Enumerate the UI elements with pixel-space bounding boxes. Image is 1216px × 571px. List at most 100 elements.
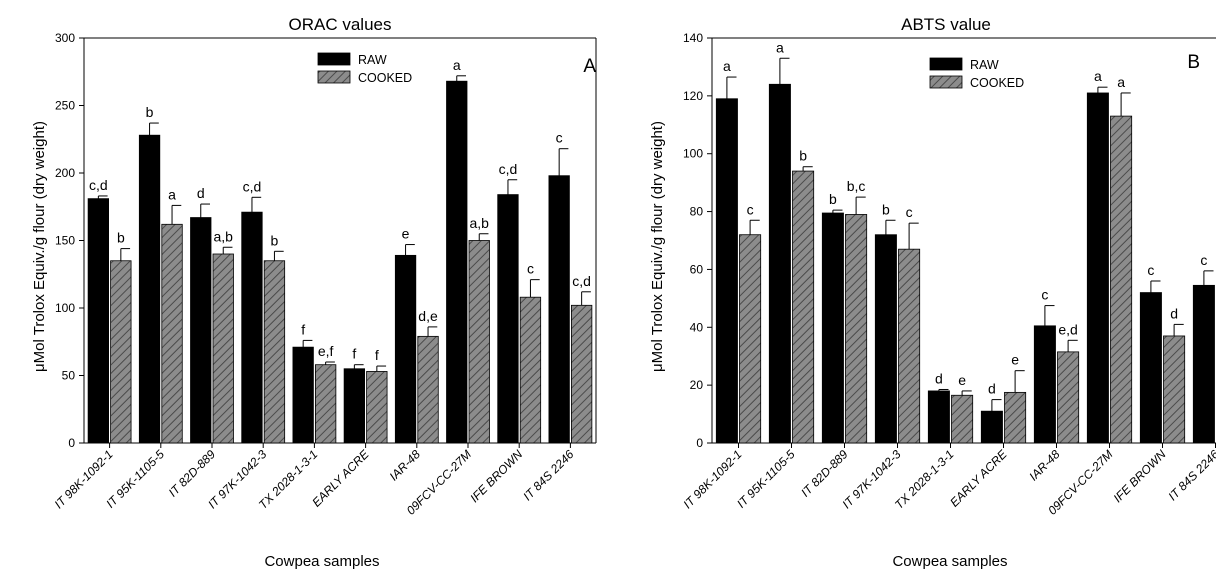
- legend-label-raw: RAW: [970, 58, 999, 72]
- significance-label: c,d: [89, 177, 108, 193]
- raw-bar: [1086, 92, 1109, 444]
- orac-panel: ORAC values 0 50 100 150 200 250 300 μMol Trolox…: [31, 15, 597, 570]
- x-tick-label: IT 84S 2246: [1165, 447, 1216, 503]
- significance-label: d: [1170, 305, 1178, 321]
- significance-label: d,e: [418, 308, 438, 324]
- significance-label: c: [1200, 252, 1207, 268]
- x-tick-label: IT 82D-889: [798, 447, 851, 500]
- panel-label: A: [583, 56, 596, 77]
- legend-label-raw: RAW: [358, 53, 387, 67]
- y-tick-label: 80: [690, 205, 704, 219]
- significance-label: b: [117, 230, 125, 246]
- significance-label: a: [453, 57, 461, 73]
- significance-label: c: [1041, 287, 1048, 303]
- significance-label: c: [747, 201, 754, 217]
- y-tick-label: 200: [55, 166, 75, 180]
- cooked-bar: [1163, 335, 1186, 444]
- raw-bar: [980, 410, 1003, 444]
- significance-label: d: [935, 370, 943, 386]
- y-tick-label: 0: [68, 436, 75, 450]
- legend-swatch-raw: [929, 57, 963, 71]
- significance-label: e: [958, 372, 966, 388]
- y-axis-label: μMol Trolox Equiv./g flour (dry weight): [31, 121, 48, 372]
- legend-label-cooked: COOKED: [970, 76, 1024, 90]
- raw-bar: [821, 212, 844, 444]
- y-tick-label: 120: [683, 89, 703, 103]
- cooked-bar: [898, 248, 921, 444]
- raw-bar: [292, 346, 314, 444]
- raw-bar: [1139, 292, 1162, 444]
- raw-bar: [1033, 325, 1056, 444]
- x-axis-label: Cowpea samples: [264, 553, 379, 570]
- raw-bar: [343, 368, 365, 444]
- significance-label: e: [1011, 352, 1019, 368]
- significance-label: d: [197, 185, 205, 201]
- significance-label: e,d: [1058, 321, 1077, 337]
- x-tick-label: IFE BROWN: [467, 447, 525, 505]
- significance-label: a: [776, 39, 784, 55]
- cooked-bar: [519, 296, 542, 444]
- significance-label: a: [1117, 74, 1125, 90]
- cooked-bar: [1110, 115, 1133, 444]
- significance-label: e,f: [318, 343, 334, 359]
- significance-label: e: [402, 226, 410, 242]
- significance-label: a,b: [214, 228, 234, 244]
- raw-bar: [241, 211, 263, 444]
- significance-label: b: [271, 232, 279, 248]
- raw-bar: [497, 194, 519, 444]
- legend-swatch-cooked: [317, 70, 351, 84]
- y-tick-label: 150: [55, 234, 75, 248]
- significance-label: a: [723, 58, 731, 74]
- raw-bar: [87, 198, 110, 444]
- chart-title: ORAC values: [289, 15, 392, 34]
- significance-label: c,d: [499, 161, 518, 177]
- cooked-bar: [314, 364, 337, 444]
- cooked-bar: [263, 260, 286, 444]
- y-tick-label: 300: [55, 31, 75, 45]
- cooked-bar: [1057, 351, 1080, 444]
- significance-label: f: [352, 346, 356, 362]
- cooked-bar: [110, 260, 132, 444]
- x-tick-label: IAR-48: [387, 447, 424, 484]
- cooked-bar: [417, 335, 439, 444]
- y-tick-label: 40: [690, 320, 704, 334]
- significance-label: a: [168, 186, 176, 202]
- y-axis-label: μMol Trolox Equiv./g flour (dry weight): [649, 121, 666, 372]
- cooked-bar: [571, 304, 593, 444]
- cooked-bar: [739, 234, 762, 444]
- significance-label: f: [375, 347, 379, 363]
- y-tick-label: 50: [62, 369, 76, 383]
- panel-label: B: [1187, 52, 1200, 73]
- significance-label: f: [301, 321, 305, 337]
- cooked-bar: [366, 371, 388, 444]
- cooked-bar: [792, 170, 815, 444]
- y-tick-label: 100: [55, 301, 75, 315]
- significance-label: d: [988, 381, 996, 397]
- raw-bar: [927, 390, 950, 444]
- chart-title: ABTS value: [901, 15, 991, 34]
- significance-label: c,d: [572, 273, 591, 289]
- raw-bar: [446, 80, 468, 444]
- raw-bar: [1192, 284, 1215, 444]
- x-axis-label: Cowpea samples: [892, 553, 1007, 570]
- significance-label: a: [1094, 68, 1102, 84]
- legend-swatch-cooked: [929, 75, 963, 89]
- y-tick-label: 250: [55, 99, 75, 113]
- x-tick-label: IAR-48: [1026, 447, 1063, 484]
- significance-label: b,c: [847, 178, 866, 194]
- raw-bar: [190, 217, 212, 444]
- y-tick-label: 0: [696, 436, 703, 450]
- significance-label: c: [1147, 262, 1154, 278]
- y-tick-label: 20: [690, 378, 704, 392]
- raw-bar: [138, 134, 161, 444]
- raw-bar: [874, 234, 897, 444]
- raw-bar: [394, 254, 417, 444]
- significance-label: c: [556, 130, 563, 146]
- legend-label-cooked: COOKED: [358, 71, 412, 85]
- raw-bar: [548, 175, 570, 444]
- significance-label: b: [829, 191, 837, 207]
- abts-panel: ABTS value 0 20 40 60 80 100 120 140 μMol Trolox …: [649, 15, 1216, 570]
- x-tick-label: IT 82D-889: [166, 447, 219, 500]
- raw-bar: [715, 98, 738, 444]
